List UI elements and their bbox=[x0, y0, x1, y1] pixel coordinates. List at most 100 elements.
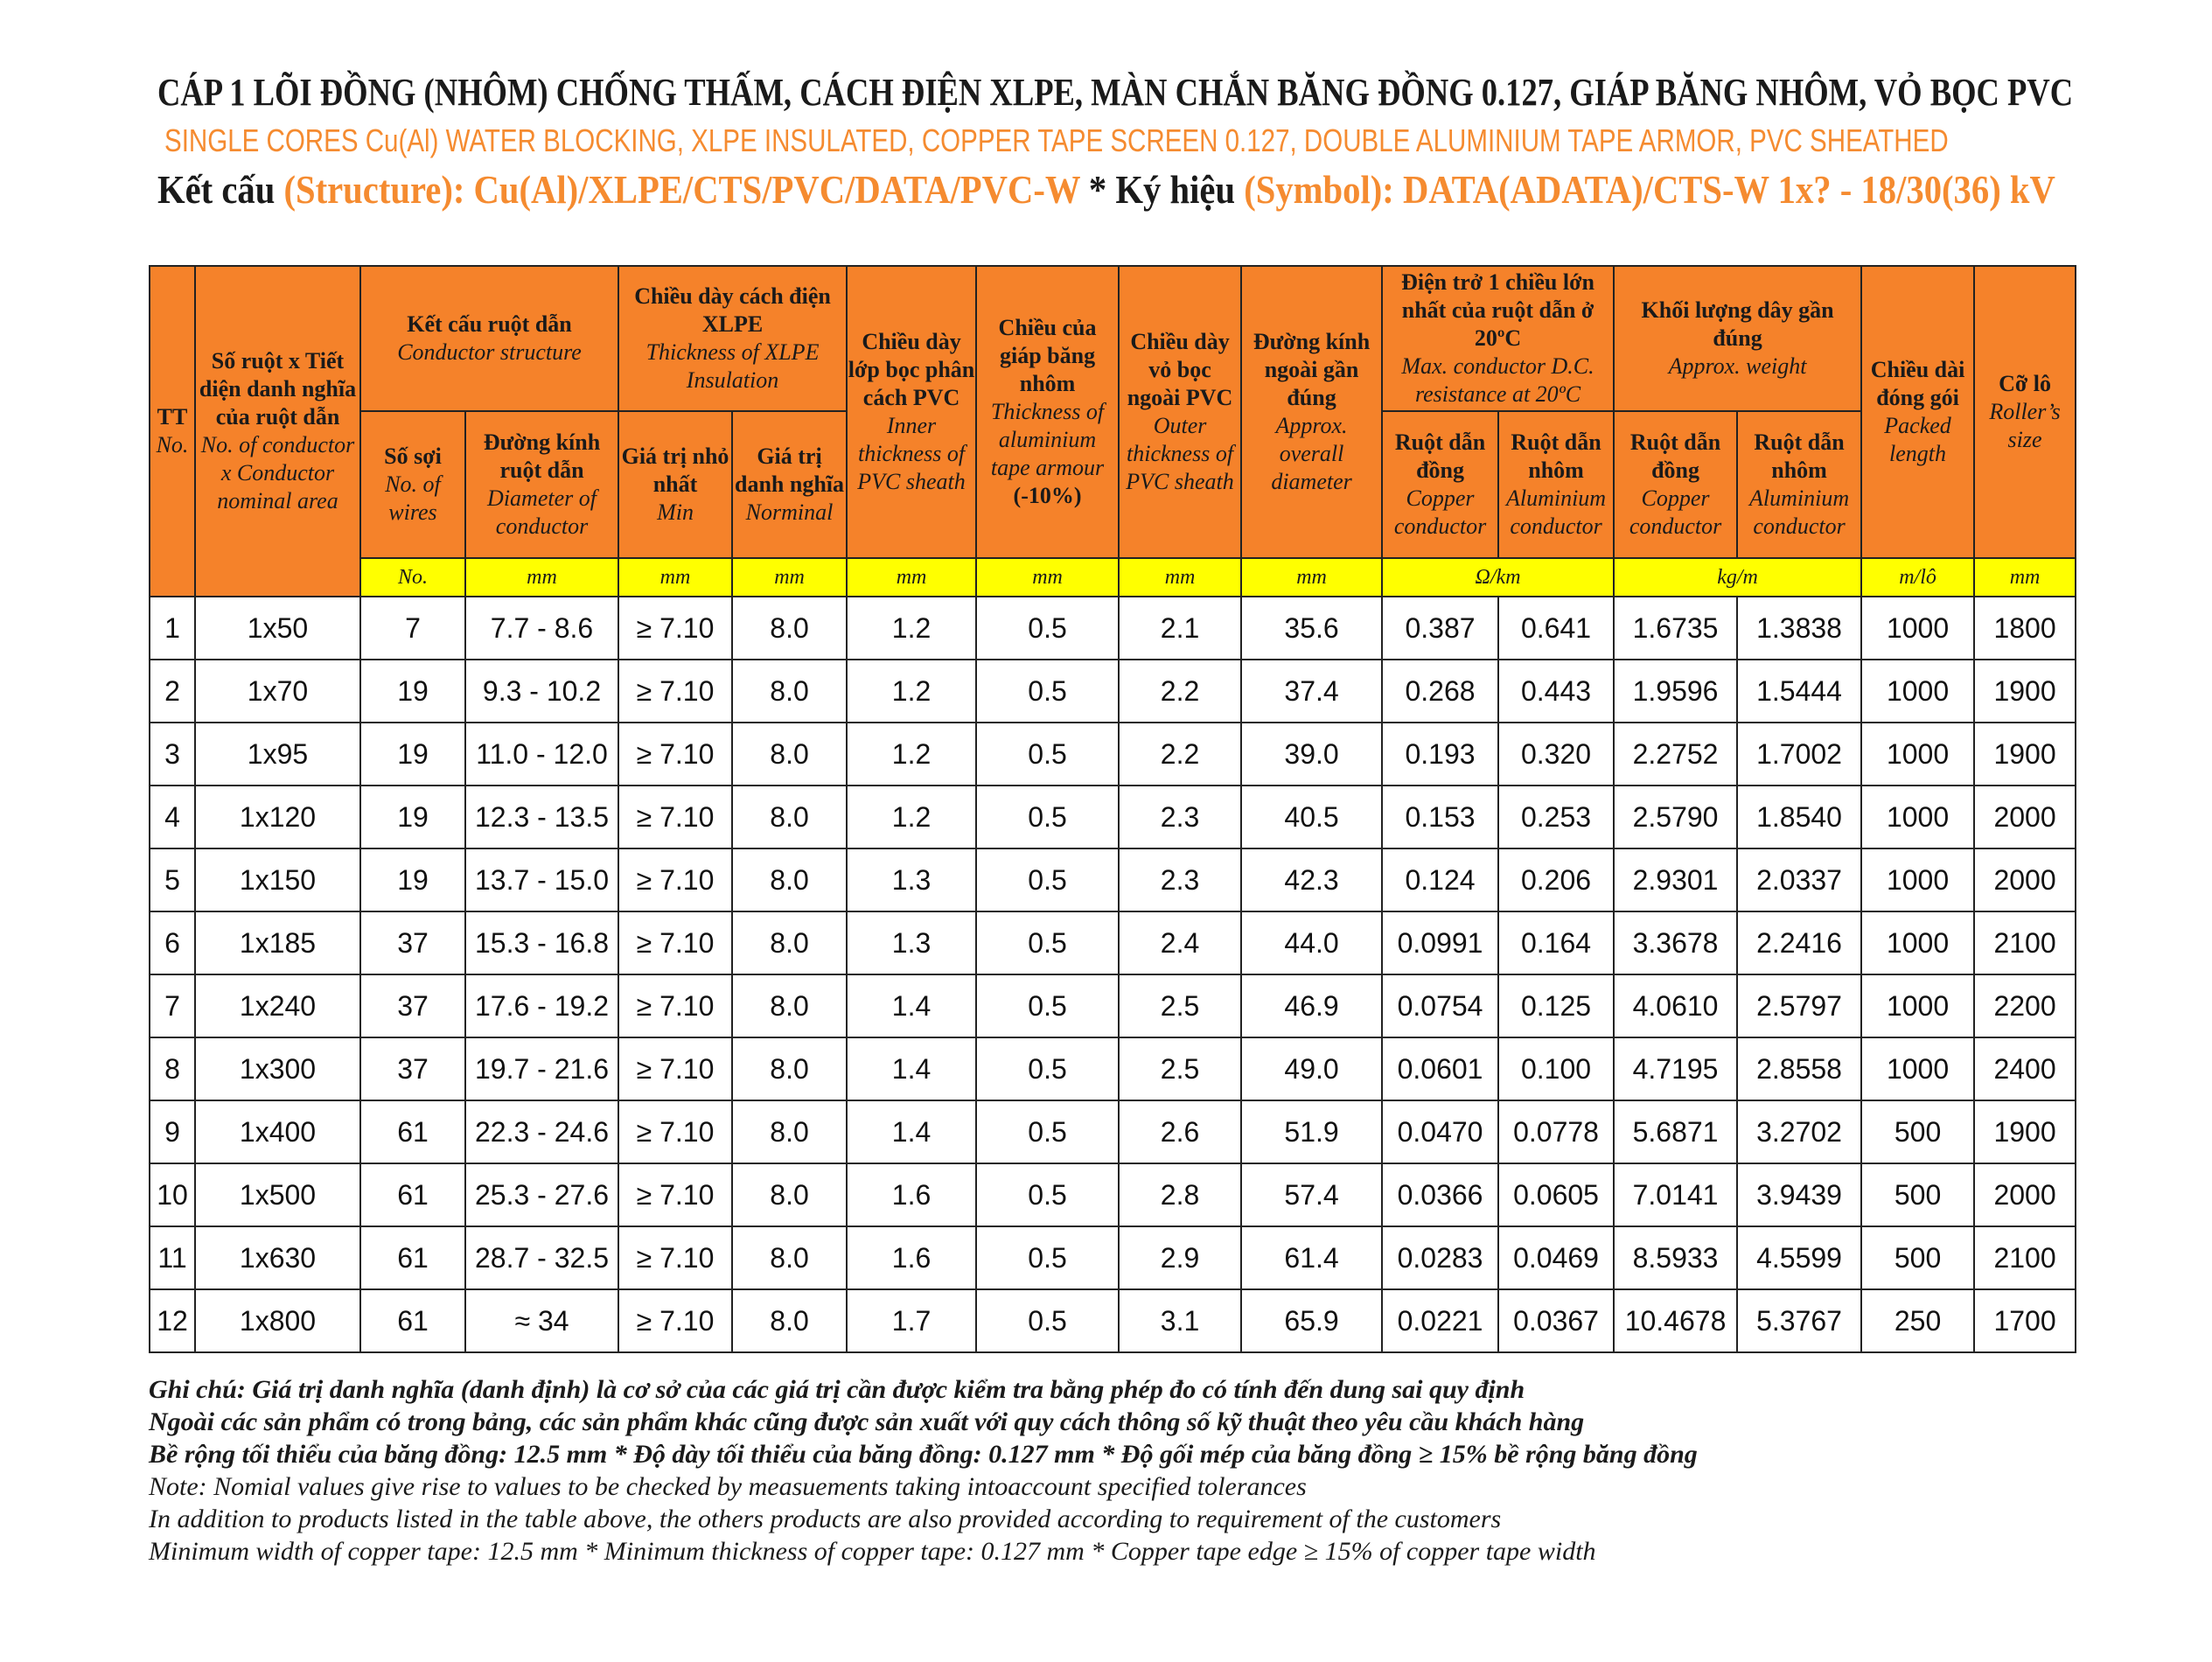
cell: 0.253 bbox=[1497, 785, 1615, 849]
header-tolerance: (-10%) bbox=[1013, 483, 1082, 508]
note: In addition to products listed in the ta… bbox=[149, 1505, 1502, 1533]
cell: 42.3 bbox=[1240, 848, 1384, 912]
cell: 1.2 bbox=[846, 596, 978, 660]
cell: ≥ 7.10 bbox=[618, 848, 734, 912]
header-cell: Đường kính ruột dẫn Diameter of conductor bbox=[464, 410, 620, 559]
cell: 0.268 bbox=[1381, 659, 1500, 723]
cell: 37 bbox=[359, 974, 466, 1038]
note: Note: Nomial values give rise to values … bbox=[149, 1472, 1307, 1501]
note: Ghi chú: Giá trị danh nghĩa (danh định) … bbox=[149, 1375, 1525, 1404]
cell: 0.5 bbox=[975, 1288, 1120, 1353]
header-cell: Chiều dày cách điện XLPE Thickness of XLP… bbox=[618, 265, 848, 412]
cell: 9 bbox=[149, 1100, 196, 1164]
cell: 11 bbox=[149, 1226, 196, 1290]
cell: 8.0 bbox=[731, 596, 848, 660]
cell: ≥ 7.10 bbox=[618, 1100, 734, 1164]
header-vi: Chiều dày vỏ bọc ngoài PVC bbox=[1127, 329, 1233, 410]
cell: 1.8540 bbox=[1736, 785, 1863, 849]
structure-line: Kết cấu (Structure): Cu(Al)/XLPE/CTS/PVC… bbox=[157, 166, 2055, 213]
header-cell: Chiều dài đóng gói Packed length bbox=[1860, 265, 1976, 559]
header-vi: Kết cấu ruột dẫn bbox=[407, 311, 572, 337]
cell: 1.4 bbox=[846, 1100, 978, 1164]
cell: 8.0 bbox=[731, 1037, 848, 1101]
cell: 250 bbox=[1860, 1288, 1976, 1353]
cell: 7 bbox=[359, 596, 466, 660]
structure-label: Kết cấu bbox=[157, 167, 284, 212]
unit-cell: mm bbox=[731, 557, 848, 597]
cell: 28.7 - 32.5 bbox=[464, 1226, 620, 1290]
cell: 5 bbox=[149, 848, 196, 912]
cell: 2.3 bbox=[1118, 785, 1243, 849]
cell: 2.8 bbox=[1118, 1163, 1243, 1227]
cell: 25.3 - 27.6 bbox=[464, 1163, 620, 1227]
cell: 3.2702 bbox=[1736, 1100, 1863, 1164]
units-row: No. mm mm mm mm mm mm mm Ω/km kg/m m/lô mm bbox=[150, 557, 2077, 597]
cell: 1 bbox=[149, 596, 196, 660]
header-cell: Đường kính ngoài gần đúng Approx. overall… bbox=[1240, 265, 1384, 559]
cell: 0.5 bbox=[975, 659, 1120, 723]
cell: 2100 bbox=[1973, 1226, 2077, 1290]
cell: 1x185 bbox=[194, 911, 361, 975]
cell: 1x150 bbox=[194, 848, 361, 912]
cell: 1.7002 bbox=[1736, 722, 1863, 786]
cell: 65.9 bbox=[1240, 1288, 1384, 1353]
note: Bề rộng tối thiểu của băng đồng: 12.5 mm… bbox=[149, 1440, 1698, 1469]
header-vi: Chiều dày lớp bọc phân cách PVC bbox=[848, 329, 975, 410]
header-cell: Cỡ lô Roller’s size bbox=[1973, 265, 2077, 559]
cell: 500 bbox=[1860, 1163, 1976, 1227]
cell: 0.5 bbox=[975, 596, 1120, 660]
cell: 8.0 bbox=[731, 722, 848, 786]
header-vi: Chiều dài đóng gói bbox=[1870, 357, 1965, 410]
unit-cell: mm bbox=[1973, 557, 2077, 597]
cell: 19 bbox=[359, 785, 466, 849]
header-vi: Chiều dày cách điện XLPE bbox=[634, 283, 831, 337]
cell: 10.4678 bbox=[1613, 1288, 1739, 1353]
cell: 61 bbox=[359, 1226, 466, 1290]
cell: 1000 bbox=[1860, 659, 1976, 723]
cell: 4.7195 bbox=[1613, 1037, 1739, 1101]
header-en: Roller’s size bbox=[1989, 399, 2061, 452]
cell: 61.4 bbox=[1240, 1226, 1384, 1290]
cell: 57.4 bbox=[1240, 1163, 1384, 1227]
cell: 40.5 bbox=[1240, 785, 1384, 849]
note: Minimum width of copper tape: 12.5 mm * … bbox=[149, 1537, 1596, 1566]
cell: 0.0470 bbox=[1381, 1100, 1500, 1164]
cell: 5.6871 bbox=[1613, 1100, 1739, 1164]
cell: 2.9 bbox=[1118, 1226, 1243, 1290]
cell: 1x500 bbox=[194, 1163, 361, 1227]
cell: 2000 bbox=[1973, 785, 2077, 849]
header-en: Aluminium conductor bbox=[1505, 485, 1607, 539]
cell: 0.164 bbox=[1497, 911, 1615, 975]
cell: 3.3678 bbox=[1613, 911, 1739, 975]
cell: 0.0991 bbox=[1381, 911, 1500, 975]
header-cell: Ruột dẫn đồng Copper conductor bbox=[1613, 410, 1739, 559]
cell: 8.0 bbox=[731, 848, 848, 912]
unit-cell: mm bbox=[618, 557, 734, 597]
cell: ≥ 7.10 bbox=[618, 974, 734, 1038]
cell: 2.2752 bbox=[1613, 722, 1739, 786]
header-en: Copper conductor bbox=[1629, 485, 1722, 539]
cell: 0.124 bbox=[1381, 848, 1500, 912]
cell: 3.1 bbox=[1118, 1288, 1243, 1353]
header-en: Conductor structure bbox=[397, 339, 582, 365]
cell: 0.0778 bbox=[1497, 1100, 1615, 1164]
spec-table: TT No. Số ruột x Tiết diện danh nghĩa của … bbox=[149, 265, 2077, 1353]
cell: 1000 bbox=[1860, 911, 1976, 975]
cell: 0.5 bbox=[975, 911, 1120, 975]
cell: 0.0367 bbox=[1497, 1288, 1615, 1353]
subtitle: SINGLE CORES Cu(Al) WATER BLOCKING, XLPE… bbox=[164, 122, 1949, 158]
cell: ≈ 34 bbox=[464, 1288, 620, 1353]
cell: 0.5 bbox=[975, 848, 1120, 912]
cell: 1.3 bbox=[846, 848, 978, 912]
cell: 0.0283 bbox=[1381, 1226, 1500, 1290]
cell: 1900 bbox=[1973, 1100, 2077, 1164]
cell: ≥ 7.10 bbox=[618, 1037, 734, 1101]
unit-cell: mm bbox=[975, 557, 1120, 597]
header-vi: Số ruột x Tiết diện danh nghĩa của ruột … bbox=[199, 348, 357, 429]
header-cell: TT No. bbox=[149, 265, 196, 597]
cell: 1.6 bbox=[846, 1226, 978, 1290]
cell: 8.0 bbox=[731, 785, 848, 849]
cell: 19 bbox=[359, 848, 466, 912]
cell: 1700 bbox=[1973, 1288, 2077, 1353]
header-en: Aluminium conductor bbox=[1748, 485, 1850, 539]
